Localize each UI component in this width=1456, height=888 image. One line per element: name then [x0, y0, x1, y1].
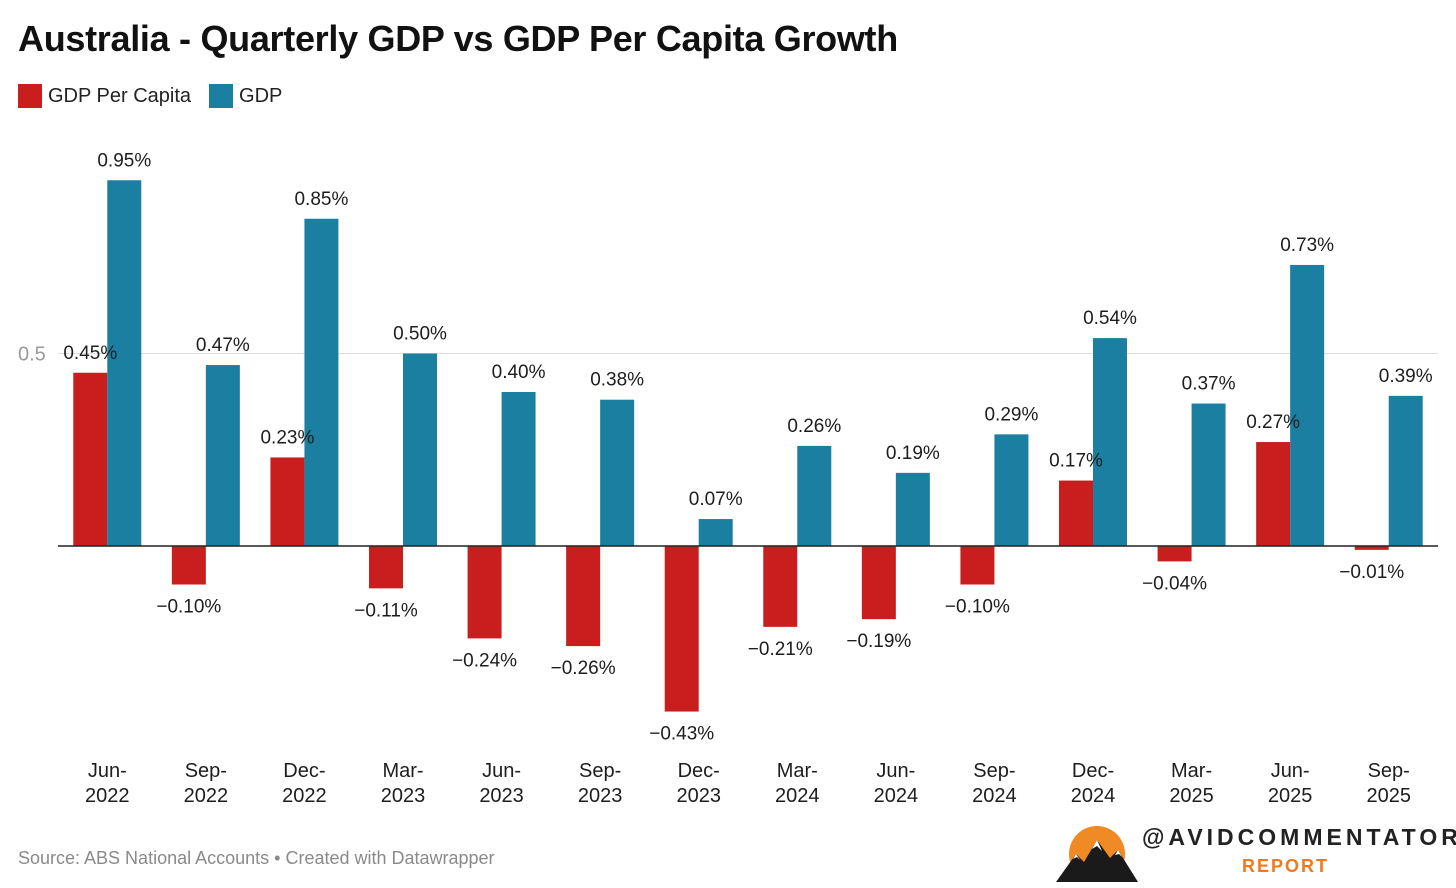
x-tick-label-4: Jun-2023 — [479, 760, 524, 807]
bar-gdp-9 — [994, 434, 1029, 546]
bar-gdp-7 — [797, 445, 832, 546]
source-note: Source: ABS National Accounts • Created … — [18, 848, 495, 868]
data-label-gdp-1: 0.47% — [196, 335, 250, 356]
bar-gdp-10 — [1093, 338, 1127, 546]
brand-name: @AVIDCOMMENTATOR — [1142, 824, 1456, 850]
data-label-per-capita-0: 0.45% — [63, 343, 117, 364]
y-tick-label-0: 0.5 — [18, 344, 46, 366]
x-tick-label-7: Mar-2024 — [775, 760, 820, 807]
bar-gdp-4 — [501, 392, 536, 546]
data-label-per-capita-10: 0.17% — [1049, 451, 1103, 472]
data-label-gdp-3: 0.50% — [393, 324, 447, 345]
legend-swatch-gdp — [209, 84, 234, 108]
data-label-gdp-7: 0.26% — [787, 416, 841, 437]
bar-per-capita-7 — [763, 546, 798, 627]
bar-per-capita-13 — [1354, 546, 1389, 550]
bar-gdp-2 — [304, 218, 339, 546]
data-label-per-capita-12: 0.27% — [1246, 412, 1300, 433]
x-tick-label-3: Mar-2023 — [381, 760, 426, 807]
data-label-per-capita-8: −0.19% — [846, 631, 911, 652]
bar-per-capita-11 — [1157, 546, 1192, 562]
data-label-per-capita-6: −0.43% — [649, 724, 714, 745]
data-label-per-capita-11: −0.04% — [1142, 573, 1207, 594]
bar-gdp-11 — [1191, 403, 1226, 546]
bar-per-capita-10 — [1059, 480, 1093, 546]
legend-swatch-per-capita — [18, 84, 42, 108]
x-tick-label-10: Dec-2024 — [1071, 760, 1116, 807]
x-tick-label-5: Sep-2023 — [578, 760, 623, 807]
bar-per-capita-9 — [960, 546, 995, 585]
bar-gdp-5 — [600, 399, 635, 546]
data-label-gdp-9: 0.29% — [984, 404, 1038, 425]
brand-subtitle: REPORT — [1242, 856, 1330, 876]
x-tick-label-1: Sep-2022 — [184, 760, 229, 807]
data-label-per-capita-2: 0.23% — [260, 427, 314, 448]
legend-label-gdp: GDP — [239, 84, 283, 107]
legend-label-per-capita: GDP Per Capita — [48, 84, 192, 107]
bar-per-capita-5 — [566, 546, 601, 647]
bar-per-capita-8 — [861, 546, 896, 620]
bar-per-capita-3 — [369, 546, 403, 589]
bar-gdp-3 — [403, 353, 437, 546]
data-label-gdp-5: 0.38% — [590, 370, 644, 391]
x-tick-label-6: Dec-2023 — [676, 760, 721, 807]
bar-per-capita-0 — [73, 372, 108, 546]
x-tick-label-8: Jun-2024 — [874, 760, 919, 807]
data-label-gdp-12: 0.73% — [1280, 235, 1334, 256]
chart-title: Australia - Quarterly GDP vs GDP Per Cap… — [18, 18, 898, 59]
data-label-per-capita-7: −0.21% — [748, 639, 813, 660]
data-label-per-capita-9: −0.10% — [945, 597, 1010, 618]
legend-item-gdp: GDP — [209, 84, 282, 108]
data-label-gdp-4: 0.40% — [492, 362, 546, 383]
data-label-gdp-6: 0.07% — [689, 489, 743, 510]
mountain-sun-icon — [1056, 826, 1138, 882]
data-label-gdp-8: 0.19% — [886, 443, 940, 464]
data-label-gdp-0: 0.95% — [97, 150, 151, 171]
data-label-gdp-11: 0.37% — [1182, 374, 1236, 395]
x-tick-label-13: Sep-2025 — [1366, 760, 1411, 807]
bar-per-capita-4 — [467, 546, 502, 639]
x-tick-label-0: Jun-2022 — [85, 760, 130, 807]
bar-gdp-1 — [205, 365, 240, 546]
x-tick-label-12: Jun-2025 — [1268, 760, 1313, 807]
bar-chart: 0.5 0.45% 0.95% −0.10% 0.47% 0.23% 0.85% −0.11%… — [18, 150, 1438, 807]
data-label-per-capita-1: −0.10% — [156, 597, 221, 618]
bar-gdp-0 — [107, 180, 142, 546]
data-label-per-capita-3: −0.11% — [354, 600, 418, 621]
bar-gdp-12 — [1290, 264, 1325, 546]
bar-per-capita-12 — [1256, 442, 1291, 546]
bar-gdp-6 — [698, 519, 733, 546]
legend-item-per-capita: GDP Per Capita — [18, 84, 191, 108]
bar-per-capita-1 — [171, 546, 206, 585]
data-label-gdp-10: 0.54% — [1083, 308, 1137, 329]
legend: GDP Per Capita GDP — [18, 84, 300, 108]
bar-per-capita-2 — [270, 457, 305, 546]
bar-gdp-8 — [895, 472, 930, 546]
x-tick-label-2: Dec-2022 — [282, 760, 327, 807]
x-tick-label-9: Sep-2024 — [972, 760, 1017, 807]
data-label-per-capita-4: −0.24% — [452, 650, 517, 671]
data-label-gdp-13: 0.39% — [1379, 366, 1433, 387]
bar-per-capita-6 — [664, 546, 699, 712]
data-label-per-capita-13: −0.01% — [1339, 562, 1404, 583]
x-tick-label-11: Mar-2025 — [1169, 760, 1214, 807]
brand-logo: @AVIDCOMMENTATOR REPORT — [1054, 820, 1456, 884]
data-label-gdp-2: 0.85% — [294, 189, 348, 210]
data-label-per-capita-5: −0.26% — [551, 658, 616, 679]
bar-gdp-13 — [1388, 395, 1423, 546]
